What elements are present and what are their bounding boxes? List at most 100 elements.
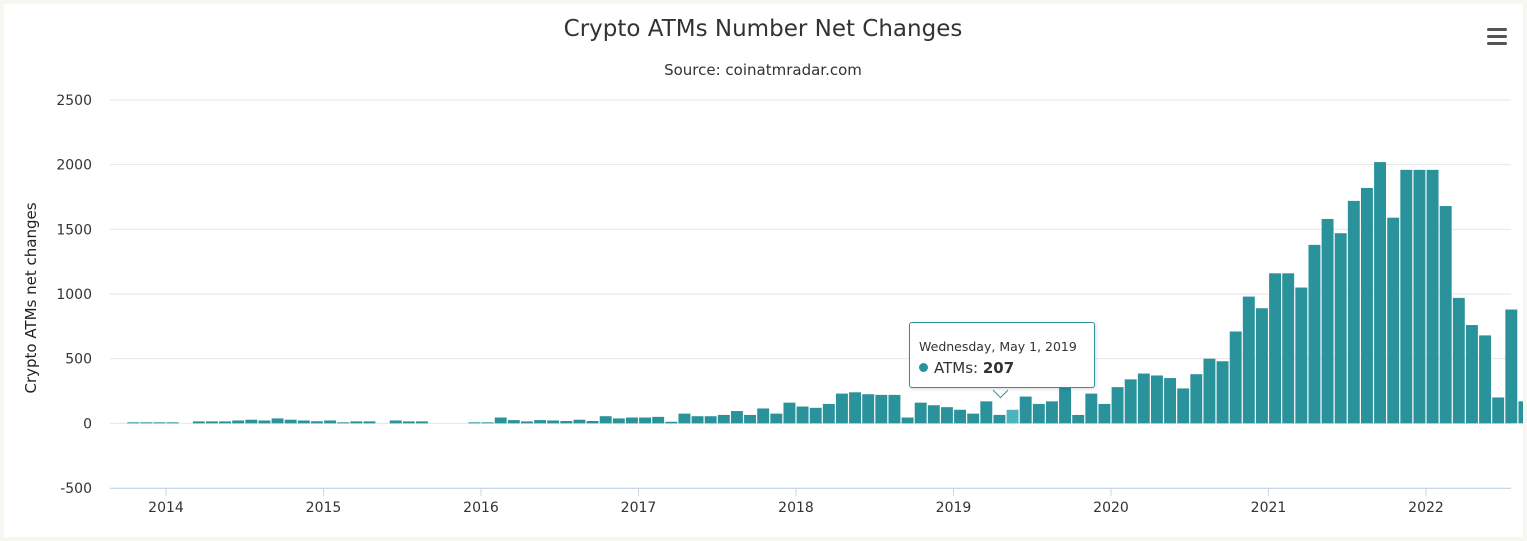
bar[interactable] bbox=[665, 421, 678, 424]
bar[interactable] bbox=[914, 402, 927, 424]
bar[interactable] bbox=[625, 417, 638, 424]
bar[interactable] bbox=[940, 407, 953, 424]
bar[interactable] bbox=[822, 403, 835, 424]
bar[interactable] bbox=[875, 394, 888, 424]
bar[interactable] bbox=[258, 420, 271, 424]
bar[interactable] bbox=[980, 401, 993, 424]
bar[interactable] bbox=[245, 419, 258, 424]
bar[interactable] bbox=[284, 419, 297, 424]
bar[interactable] bbox=[1334, 233, 1347, 424]
bar[interactable] bbox=[573, 419, 586, 424]
bar[interactable] bbox=[324, 420, 337, 424]
bar[interactable] bbox=[1111, 387, 1124, 424]
hamburger-menu-icon[interactable] bbox=[1484, 24, 1510, 50]
bar[interactable] bbox=[730, 411, 743, 424]
bar[interactable] bbox=[389, 420, 402, 424]
bar[interactable] bbox=[297, 420, 310, 424]
bar[interactable] bbox=[507, 420, 520, 424]
bar[interactable] bbox=[1190, 374, 1203, 424]
bar[interactable] bbox=[1479, 335, 1492, 424]
bar[interactable] bbox=[678, 413, 691, 424]
bar[interactable] bbox=[639, 417, 652, 424]
bar[interactable] bbox=[1229, 331, 1242, 424]
bar[interactable] bbox=[1321, 218, 1334, 424]
bar[interactable] bbox=[691, 416, 704, 424]
bar[interactable] bbox=[363, 421, 376, 424]
bar[interactable] bbox=[494, 417, 507, 424]
bar[interactable] bbox=[770, 413, 783, 424]
bar[interactable] bbox=[927, 405, 940, 424]
bar[interactable] bbox=[1137, 373, 1150, 424]
bar[interactable] bbox=[1400, 169, 1413, 424]
bar[interactable] bbox=[1295, 287, 1308, 424]
bar[interactable] bbox=[232, 420, 245, 424]
bar[interactable] bbox=[1518, 401, 1523, 424]
bar[interactable] bbox=[1308, 244, 1321, 424]
bar[interactable] bbox=[835, 393, 848, 424]
bar[interactable] bbox=[1006, 409, 1019, 424]
bar[interactable] bbox=[901, 417, 914, 424]
bar[interactable] bbox=[1216, 361, 1229, 424]
bar[interactable] bbox=[350, 421, 363, 424]
bar[interactable] bbox=[192, 421, 205, 424]
bar[interactable] bbox=[1360, 187, 1373, 424]
bar[interactable] bbox=[271, 418, 284, 424]
bar[interactable] bbox=[1032, 403, 1045, 424]
bar[interactable] bbox=[1465, 325, 1478, 424]
bar[interactable] bbox=[310, 421, 323, 424]
bar[interactable] bbox=[1150, 375, 1163, 424]
bar[interactable] bbox=[1255, 308, 1268, 424]
bar[interactable] bbox=[1098, 403, 1111, 424]
bar[interactable] bbox=[862, 394, 875, 424]
bar[interactable] bbox=[652, 416, 665, 424]
bar[interactable] bbox=[219, 421, 232, 424]
bar[interactable] bbox=[1072, 414, 1085, 424]
bar[interactable] bbox=[993, 414, 1006, 424]
bar[interactable] bbox=[127, 422, 140, 424]
bar[interactable] bbox=[809, 407, 822, 424]
bar[interactable] bbox=[704, 416, 717, 424]
bar[interactable] bbox=[547, 420, 560, 424]
bar[interactable] bbox=[1124, 379, 1137, 424]
bar[interactable] bbox=[599, 416, 612, 424]
bar[interactable] bbox=[153, 422, 166, 424]
bar[interactable] bbox=[415, 421, 428, 424]
bar[interactable] bbox=[481, 422, 494, 424]
bar[interactable] bbox=[586, 421, 599, 424]
bar[interactable] bbox=[1164, 378, 1177, 424]
bar[interactable] bbox=[1282, 273, 1295, 424]
bar[interactable] bbox=[967, 413, 980, 424]
bar[interactable] bbox=[796, 406, 809, 424]
bar[interactable] bbox=[1439, 206, 1452, 424]
bar[interactable] bbox=[1452, 297, 1465, 424]
bar[interactable] bbox=[534, 420, 547, 424]
bar[interactable] bbox=[849, 392, 862, 424]
bar[interactable] bbox=[560, 421, 573, 424]
bar[interactable] bbox=[612, 418, 625, 424]
bar[interactable] bbox=[888, 394, 901, 424]
bar[interactable] bbox=[1203, 358, 1216, 424]
bar[interactable] bbox=[1426, 169, 1439, 424]
bar[interactable] bbox=[1505, 309, 1518, 424]
bar[interactable] bbox=[783, 402, 796, 424]
bar[interactable] bbox=[1269, 273, 1282, 424]
bar[interactable] bbox=[337, 422, 350, 424]
bar[interactable] bbox=[717, 414, 730, 424]
bar[interactable] bbox=[1492, 397, 1505, 424]
bar[interactable] bbox=[757, 408, 770, 424]
bar[interactable] bbox=[1374, 162, 1387, 424]
bar[interactable] bbox=[140, 422, 153, 424]
bar[interactable] bbox=[1242, 296, 1255, 424]
bar[interactable] bbox=[744, 414, 757, 424]
bar[interactable] bbox=[1059, 384, 1072, 424]
bar[interactable] bbox=[1413, 169, 1426, 424]
bar[interactable] bbox=[1019, 396, 1032, 424]
bar[interactable] bbox=[1045, 401, 1058, 424]
bar[interactable] bbox=[468, 422, 481, 424]
bar[interactable] bbox=[205, 421, 218, 424]
bar[interactable] bbox=[1085, 393, 1098, 424]
bar[interactable] bbox=[520, 421, 533, 424]
bar[interactable] bbox=[402, 421, 415, 424]
bar[interactable] bbox=[954, 409, 967, 424]
bar[interactable] bbox=[1387, 217, 1400, 424]
